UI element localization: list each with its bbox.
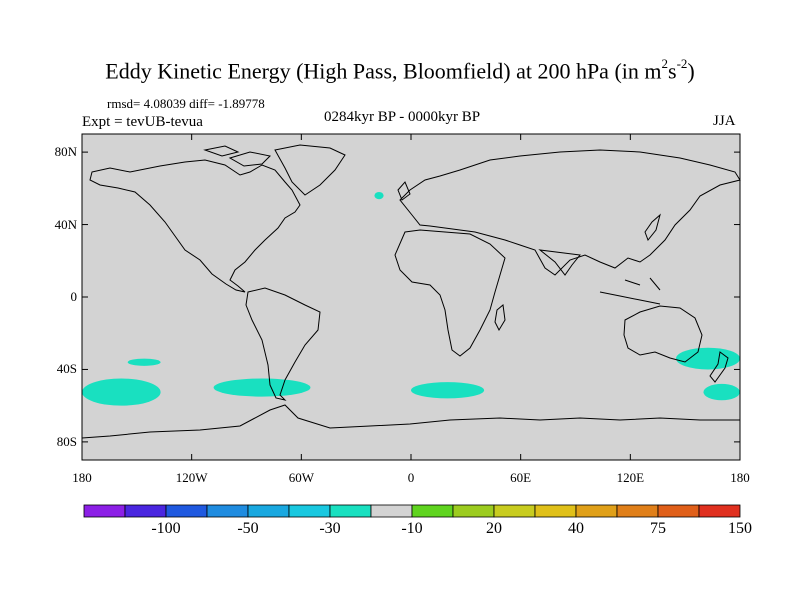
anomaly-region-1	[127, 358, 161, 366]
lon-label: 180	[72, 470, 92, 485]
colorbar-label: 150	[728, 520, 752, 537]
season-label: JJA	[713, 113, 736, 129]
stats-text: rmsd= 4.08039 diff= -1.89778	[107, 96, 265, 111]
coastlines	[81, 144, 741, 439]
lon-label: 60W	[288, 470, 314, 485]
colorbar-label: -10	[401, 520, 423, 537]
map-field-background	[82, 134, 740, 460]
colorbar-label: 40	[568, 520, 584, 537]
coast-eurasia	[399, 149, 741, 276]
colorbar-label: 20	[486, 520, 502, 537]
coast-north-america	[89, 159, 301, 293]
coast-greenland	[274, 144, 346, 196]
colorbar-box	[247, 504, 290, 518]
coast-uk	[397, 181, 411, 201]
colorbar-box	[124, 504, 167, 518]
colorbar-label: -30	[319, 520, 341, 537]
colorbar-box	[206, 504, 249, 518]
colorbar-box	[329, 504, 372, 518]
colorbar-box	[83, 504, 126, 518]
axis-ticks	[81, 134, 741, 460]
lat-label: 0	[70, 289, 78, 304]
anomaly-region-5	[676, 347, 741, 370]
colorbar-box	[698, 504, 741, 518]
period-label: 0284kyr BP - 0000kyr BP	[324, 109, 481, 125]
lat-label: 40S	[56, 361, 77, 377]
colorbar-box	[288, 504, 331, 518]
lon-label: 120W	[175, 470, 208, 485]
coast-africa	[394, 229, 506, 357]
colorbar-box	[534, 504, 577, 518]
coast-south-america	[245, 287, 321, 401]
coast-new-zealand	[709, 351, 729, 383]
coast-indonesia	[599, 277, 661, 305]
anomaly-regions	[82, 191, 741, 406]
coast-japan	[644, 213, 661, 241]
colorbar-label: -100	[151, 520, 181, 537]
colorbar-label: 75	[650, 520, 666, 537]
lon-label: 120E	[616, 470, 645, 485]
anomaly-region-2	[82, 378, 161, 406]
experiment-label: Expt = tevUB-tevua	[82, 114, 203, 130]
colorbar-box	[370, 504, 413, 518]
coast-antarctica	[81, 404, 740, 439]
lon-label: 180	[730, 470, 750, 485]
anomaly-region-4	[411, 382, 485, 399]
colorbar-box	[657, 504, 700, 518]
lat-label: 80N	[54, 144, 77, 160]
colorbar-box	[575, 504, 618, 518]
lon-label: 0	[407, 470, 415, 485]
lat-label: 40N	[54, 216, 77, 232]
coast-arctic-islands	[203, 145, 272, 167]
colorbar-label: -50	[237, 520, 259, 537]
colorbar-box	[493, 504, 536, 518]
colorbar-box	[165, 504, 208, 518]
colorbar-box	[411, 504, 454, 518]
anomaly-region-3	[213, 378, 311, 397]
chart-title: Eddy Kinetic Energy (High Pass, Bloomfie…	[105, 56, 695, 84]
anomaly-region-0	[374, 191, 384, 200]
lon-label: 60E	[510, 470, 532, 485]
coast-india	[538, 249, 581, 276]
coast-australia	[623, 305, 703, 363]
lat-label: 80S	[56, 433, 77, 449]
colorbar-box	[452, 504, 495, 518]
colorbar-box	[616, 504, 659, 518]
anomaly-region-6	[703, 383, 740, 401]
coast-madagascar	[494, 304, 506, 332]
